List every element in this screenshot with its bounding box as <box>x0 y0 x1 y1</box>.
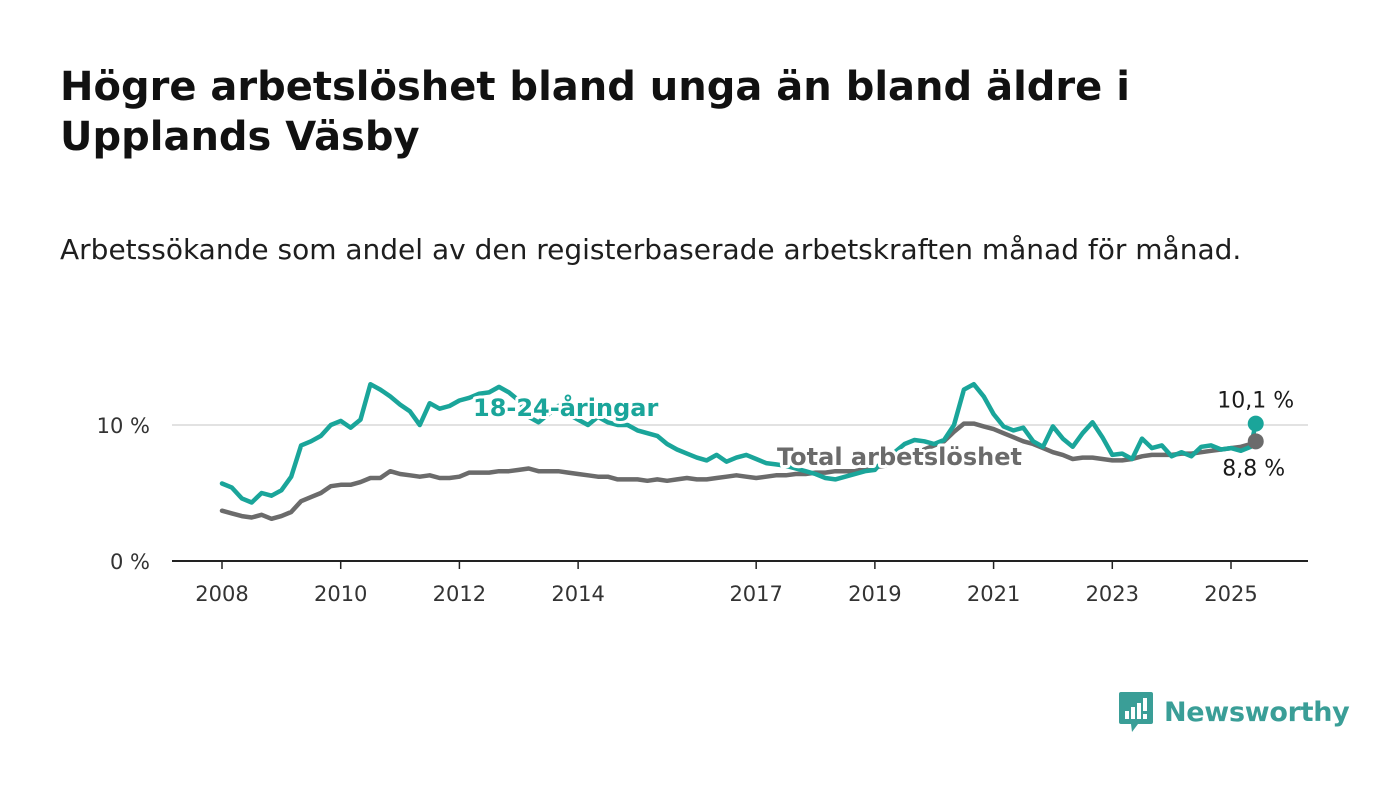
axes: 0 % 10 % 2008 2010 2012 2014 2017 2019 2021 2023 2… <box>97 414 1308 606</box>
x-tick-label: 2019 <box>848 582 901 606</box>
x-tick-label: 2008 <box>195 582 248 606</box>
series-line-youth <box>219 381 1258 505</box>
chart-title: Högre arbetslöshet bland unga än bland ä… <box>60 64 1130 160</box>
labels: 18-24-åringar Total arbetslöshet 10,1 % 8,8… <box>470 386 1297 484</box>
x-tick-label: 2025 <box>1204 582 1257 606</box>
end-value-total: 8,8 % <box>1222 456 1285 481</box>
end-marker-youth <box>1247 415 1264 432</box>
x-tick-label: 2021 <box>967 582 1020 606</box>
series-lines <box>219 381 1264 522</box>
brand-name: Newsworthy <box>1164 696 1350 728</box>
end-value-youth: 10,1 % <box>1217 389 1294 414</box>
series-line-total <box>219 421 1258 522</box>
x-tick-label: 2014 <box>551 582 604 606</box>
series-label-total: Total arbetslöshet <box>777 443 1022 471</box>
newsworthy-logo: Newsworthy <box>1118 690 1350 734</box>
y-tick-label: 0 % <box>110 550 150 574</box>
chart-subtitle: Arbetssökande som andel av den registerb… <box>60 233 1242 266</box>
x-tick-label: 2010 <box>314 582 367 606</box>
end-marker-total <box>1247 433 1264 450</box>
x-tick-label: 2017 <box>729 582 782 606</box>
x-tick-label: 2012 <box>433 582 486 606</box>
y-tick-label: 10 % <box>97 414 150 438</box>
x-tick-label: 2023 <box>1086 582 1139 606</box>
series-label-youth: 18-24-åringar <box>473 393 658 422</box>
bar-chart-speech-bubble-icon <box>1119 692 1153 732</box>
